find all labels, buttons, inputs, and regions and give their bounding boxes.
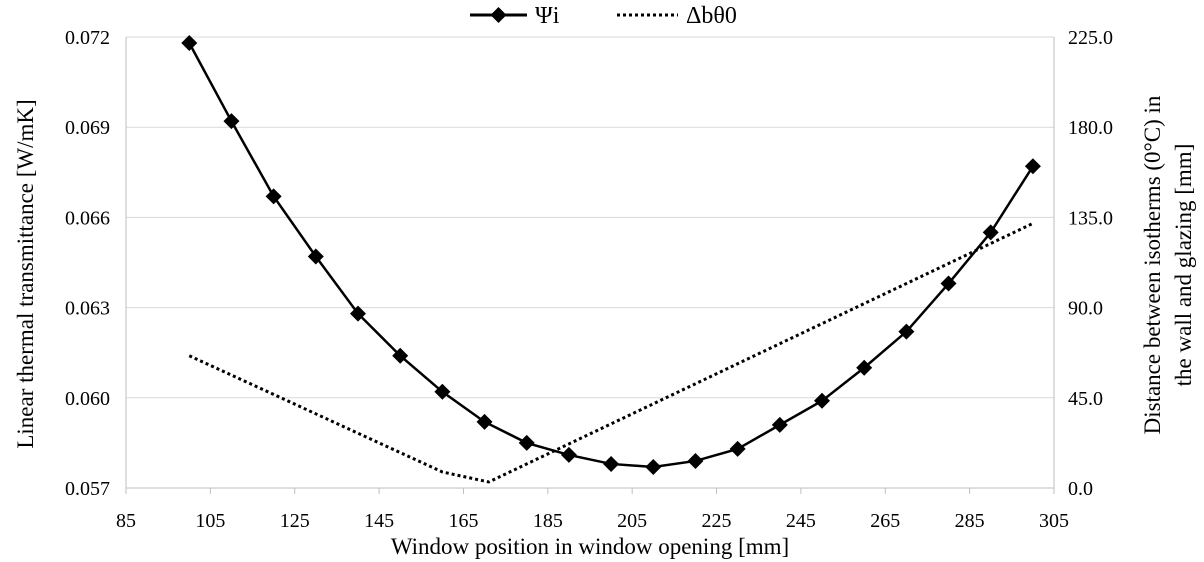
x-axis-title: Window position in window opening [mm] (391, 534, 789, 559)
psi-point (940, 275, 957, 292)
y-right-tick-label: 180.0 (1068, 117, 1113, 139)
x-tick-label: 285 (955, 510, 985, 532)
y-right-tick-label: 0.0 (1068, 478, 1093, 500)
psi-point (1024, 158, 1041, 175)
x-tick-label: 185 (533, 510, 563, 532)
x-tick-label: 85 (116, 510, 136, 532)
x-tick-label: 165 (448, 510, 478, 532)
psi-point (518, 434, 535, 451)
legend-delta-label: Δbθ0 (686, 3, 737, 29)
x-tick-label: 125 (280, 510, 310, 532)
psi-point (814, 392, 830, 409)
y-left-tick-label: 0.060 (65, 388, 110, 410)
psi-point (434, 383, 451, 400)
y-left-tick-label: 0.057 (65, 478, 110, 500)
psi-point (982, 224, 999, 241)
x-tick-label: 205 (617, 510, 647, 532)
x-tick-label: 265 (870, 510, 900, 532)
x-tick-label: 225 (702, 510, 732, 532)
psi-point (223, 113, 240, 130)
psi-point (392, 347, 409, 364)
x-tick-label: 145 (364, 510, 394, 532)
y-left-tick-label: 0.072 (65, 27, 110, 49)
psi-point (560, 446, 577, 463)
psi-point (181, 35, 198, 52)
y-right-tick-label: 225.0 (1068, 27, 1113, 49)
psi-point (729, 440, 746, 457)
y-right-axis-ticks: 0.0 45.0 90.0 135.0 180.0 225.0 (1068, 27, 1113, 500)
legend-psi-marker (490, 7, 507, 23)
y-left-axis-title: Linear thermal transmittance [W/mK] (13, 99, 38, 448)
grid (126, 36, 1054, 489)
psi-point (265, 188, 282, 205)
psi-point (350, 305, 366, 322)
psi-point (476, 413, 493, 430)
legend-psi-label: Ψi (535, 3, 560, 29)
y-right-tick-label: 90.0 (1068, 298, 1103, 320)
x-tick-label: 245 (786, 510, 816, 532)
series-delta-line (188, 222, 1034, 484)
x-axis-ticks: 85 105 125 145 165 185 205 225 245 265 285 305 (116, 488, 1069, 532)
y-right-tick-label: 45.0 (1068, 388, 1103, 410)
y-left-tick-label: 0.066 (65, 207, 110, 229)
psi-point (645, 458, 662, 475)
x-tick-label: 105 (195, 510, 225, 532)
plot-area (125, 37, 1055, 489)
y-right-tick-label: 135.0 (1068, 207, 1113, 229)
psi-point (687, 452, 704, 469)
y-right-axis-title-line2: the wall and glazing [mm] (1171, 144, 1196, 387)
x-tick-label: 305 (1039, 510, 1069, 532)
y-left-axis-ticks: 0.057 0.060 0.063 0.066 0.069 0.072 (65, 27, 110, 500)
psi-point (307, 248, 324, 265)
legend: Ψi Δbθ0 (470, 3, 737, 29)
psi-point (898, 323, 915, 340)
series-layer (181, 35, 1041, 484)
psi-point (603, 455, 620, 472)
psi-point (856, 359, 873, 376)
y-right-axis-title-line1: Distance between isotherms (0°C) in (1140, 95, 1165, 434)
y-left-tick-label: 0.069 (65, 117, 110, 139)
y-left-tick-label: 0.063 (65, 298, 110, 320)
psi-point (771, 416, 788, 433)
